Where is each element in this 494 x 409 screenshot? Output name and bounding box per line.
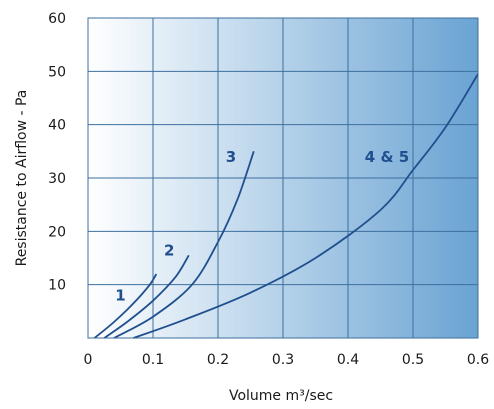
y-tick-label: 60 [48, 11, 66, 27]
y-tick-label: 40 [48, 118, 66, 134]
curve-1 [93, 273, 158, 339]
curve-4-5 [133, 73, 479, 339]
y-tick-label: 10 [48, 278, 66, 294]
curves [93, 73, 479, 339]
x-tick-label: 0.2 [207, 352, 229, 368]
curve-label: 4 & 5 [365, 148, 409, 166]
y-tick-label: 20 [48, 224, 66, 240]
y-tick-label: 50 [48, 64, 66, 80]
x-tick-label: 0.4 [337, 352, 359, 368]
x-tick-label: 0 [84, 352, 93, 368]
curve-label: 1 [115, 287, 125, 305]
curve-2 [103, 254, 190, 339]
x-tick-label: 0.6 [467, 352, 489, 368]
curve-3 [113, 151, 255, 339]
x-tick-label: 0.5 [402, 352, 424, 368]
curve-label: 3 [226, 148, 236, 166]
x-tick-label: 0.1 [142, 352, 164, 368]
plot-frame [87, 17, 479, 339]
y-tick-label: 30 [48, 171, 66, 187]
tick-labels: 0 0.1 0.2 0.3 0.4 0.5 0.6 10 20 30 40 50 60 [48, 11, 489, 368]
x-tick-label: 0.3 [272, 352, 294, 368]
x-axis-title: Volume m³/sec [229, 388, 333, 404]
grid [87, 17, 479, 338]
curve-labels: 1 2 3 4 & 5 [115, 148, 409, 305]
y-axis-title: Resistance to Airflow - Pa [14, 90, 30, 267]
curve-label: 2 [164, 241, 174, 259]
